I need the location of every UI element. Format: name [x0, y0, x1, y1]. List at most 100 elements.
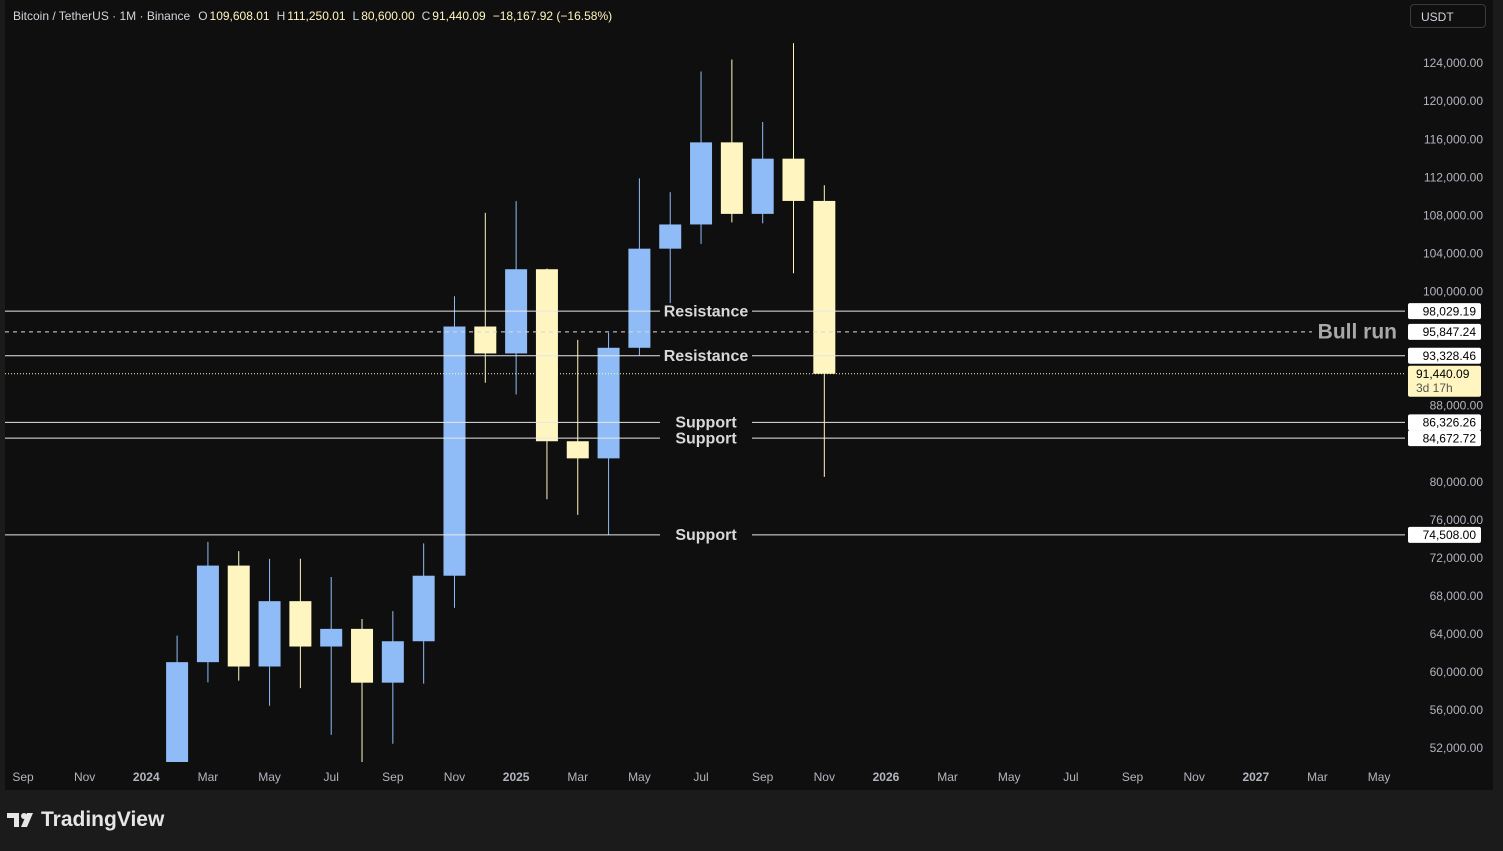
- price-tag-label: 93,328.46: [1423, 349, 1477, 363]
- level-name-bg: [660, 347, 752, 364]
- level-name: Resistance: [664, 348, 749, 365]
- axes: Sep Nov 2024 Mar May Jul Sep Nov 2025 Mar May Jul Se…: [5, 56, 1483, 784]
- y-tick-label: 108,000.00: [1423, 208, 1483, 222]
- price-tag: [1408, 303, 1481, 320]
- price-tag-label: 84,672.72: [1423, 431, 1477, 445]
- brand-name: TradingView: [41, 808, 165, 831]
- price-tag-label: 95,847.24: [1423, 325, 1477, 339]
- x-tick-label: 2025: [503, 770, 530, 784]
- ohlc-key: L: [352, 9, 360, 23]
- candle-body: [782, 158, 805, 201]
- level-name: Resistance: [664, 303, 749, 320]
- x-tick-label: Mar: [1307, 770, 1328, 784]
- y-tick-label: 56,000.00: [1430, 703, 1484, 717]
- current-price-tag: [1408, 365, 1481, 397]
- x-tick-label: Sep: [382, 770, 404, 784]
- candle-body: [196, 565, 219, 663]
- level-name-bg: [660, 526, 752, 543]
- currency-button[interactable]: USDT: [1410, 4, 1486, 28]
- x-tick-label: Jul: [324, 770, 339, 784]
- x-tick-label: May: [258, 770, 281, 784]
- x-tick-label: Nov: [1183, 770, 1204, 784]
- candle-body: [690, 142, 713, 225]
- x-tick-label: Nov: [444, 770, 465, 784]
- y-tick-label: 124,000.00: [1423, 56, 1483, 70]
- y-tick-label: 104,000.00: [1423, 246, 1483, 260]
- x-tick-label: Mar: [567, 770, 588, 784]
- price-tag: [1408, 323, 1481, 340]
- x-tick-label: 2026: [873, 770, 900, 784]
- x-tick-label: Nov: [814, 770, 835, 784]
- current-price-label: 91,440.09: [1416, 367, 1470, 381]
- y-tick-label: 116,000.00: [1424, 132, 1483, 146]
- legend: Bitcoin / TetherUS · 1M · Binance O 109,60…: [13, 9, 619, 23]
- candle-body: [412, 575, 435, 642]
- ohlc-key: C: [421, 9, 431, 23]
- candle-body: [751, 158, 774, 214]
- plot-area: [166, 43, 836, 762]
- level-name: Support: [675, 527, 737, 544]
- x-tick-label: Sep: [1122, 770, 1144, 784]
- y-tick-label: 64,000.00: [1430, 627, 1484, 641]
- candle-body: [443, 326, 466, 576]
- x-tick-label: May: [998, 770, 1021, 784]
- x-tick-label: Nov: [74, 770, 95, 784]
- price-tag: [1408, 414, 1481, 431]
- candle-body: [720, 142, 743, 214]
- y-tick-label: 112,000.00: [1424, 170, 1483, 184]
- price-tag: [1408, 430, 1481, 447]
- price-tag-label: 86,326.26: [1423, 416, 1477, 430]
- candle-body: [258, 601, 281, 667]
- level-name: Support: [675, 430, 737, 447]
- ohlc-value: 91,440.09: [432, 9, 486, 23]
- brand-logo: [7, 813, 33, 827]
- plot-background: [5, 0, 1493, 790]
- ohlc-value: 111,250.01: [287, 9, 346, 23]
- ohlc-key: H: [276, 9, 286, 23]
- level-name-bg: [660, 414, 752, 431]
- y-tick-label: 72,000.00: [1430, 551, 1484, 565]
- ohlc-value: 80,600.00: [361, 9, 415, 23]
- level-name-bg: [660, 430, 752, 447]
- candle-body: [566, 441, 589, 459]
- price-tag: [1408, 347, 1481, 364]
- x-tick-label: Jul: [1063, 770, 1078, 784]
- x-tick-label: Sep: [12, 770, 34, 784]
- candle-body: [289, 601, 312, 647]
- candle-body: [628, 248, 651, 348]
- ohlc-value: 109,608.01: [209, 9, 270, 23]
- y-tick-label: 88,000.00: [1430, 399, 1484, 413]
- candle-body: [227, 565, 250, 667]
- candle-body: [813, 200, 836, 374]
- y-tick-label: 68,000.00: [1430, 589, 1484, 603]
- y-tick-label: 60,000.00: [1430, 665, 1484, 679]
- candle-body: [320, 628, 343, 647]
- symbol: Bitcoin / TetherUS · 1M · Binance: [13, 9, 191, 23]
- x-tick-label: May: [1368, 770, 1391, 784]
- y-tick-label: 76,000.00: [1430, 513, 1484, 527]
- x-tick-label: Mar: [937, 770, 958, 784]
- ohlc-key: O: [198, 9, 208, 23]
- candle-body: [474, 326, 497, 354]
- price-tag-label: 74,508.00: [1423, 528, 1477, 542]
- change: −18,167.92 (−16.58%): [492, 9, 613, 23]
- candle-body: [166, 662, 189, 762]
- candle-body: [535, 269, 558, 442]
- candle-body: [351, 628, 374, 683]
- level-name: Support: [675, 415, 737, 432]
- y-tick-label: 120,000.00: [1423, 94, 1483, 108]
- price-tag: [1408, 526, 1481, 543]
- level-name: Bull run: [1318, 320, 1397, 343]
- y-tick-label: 100,000.00: [1423, 285, 1483, 299]
- x-tick-label: Sep: [752, 770, 774, 784]
- brand: TradingView: [7, 808, 164, 832]
- price-tag-label: 98,029.19: [1423, 304, 1477, 318]
- y-tick-label: 80,000.00: [1430, 475, 1484, 489]
- candle-body: [597, 347, 620, 459]
- y-tick-label: 52,000.00: [1430, 741, 1484, 755]
- x-tick-label: Jul: [693, 770, 708, 784]
- x-tick-label: 2024: [133, 770, 160, 784]
- x-tick-label: May: [628, 770, 651, 784]
